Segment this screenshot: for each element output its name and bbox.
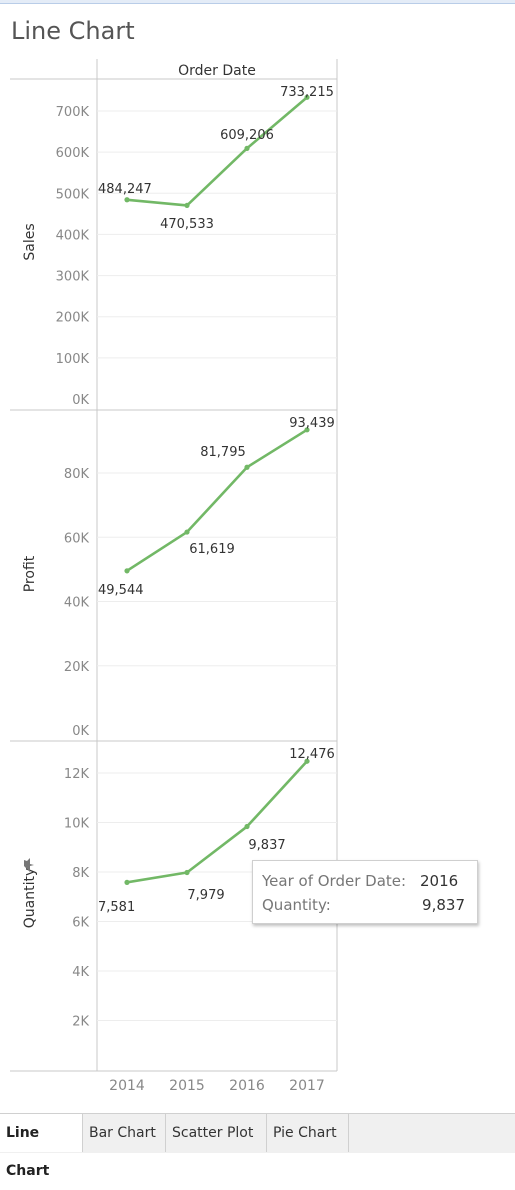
sales-tick-label: 300K bbox=[56, 270, 90, 285]
quantity-data-label: 7,979 bbox=[187, 888, 224, 903]
profit-tick-label: 40K bbox=[64, 596, 90, 611]
sales-data-label: 733,215 bbox=[280, 85, 334, 100]
sales-tick-label: 100K bbox=[56, 352, 90, 367]
sales-tick-label: 200K bbox=[56, 311, 90, 326]
profit-point bbox=[304, 427, 310, 433]
quantity-tick-label: 4K bbox=[72, 965, 89, 980]
quantity-axis-label: Quantity bbox=[22, 868, 38, 929]
quantity-tick-label: 8K bbox=[72, 866, 89, 881]
profit-data-label: 81,795 bbox=[200, 445, 246, 460]
quantity-point bbox=[244, 823, 250, 830]
quantity-tick-label: 6K bbox=[72, 916, 89, 931]
profit-point bbox=[124, 568, 130, 574]
sales-data-label: 484,247 bbox=[98, 182, 152, 197]
sales-tick-label: 500K bbox=[56, 187, 90, 202]
profit-axis-label: Profit bbox=[22, 555, 38, 592]
column-header-order-date: Order Date bbox=[178, 63, 256, 79]
sales-tick-label: 600K bbox=[56, 146, 90, 161]
quantity-point bbox=[124, 879, 130, 885]
pin-icon bbox=[24, 858, 34, 872]
sales-point bbox=[244, 145, 250, 151]
tab-pie-chart[interactable]: Pie Chart bbox=[267, 1114, 349, 1152]
sales-point bbox=[124, 197, 130, 203]
tooltip-key-year: Year of Order Date: bbox=[262, 872, 407, 890]
tooltip-value-quantity: 9,837 bbox=[422, 896, 465, 914]
sales-point bbox=[184, 202, 190, 209]
profit-data-label: 61,619 bbox=[189, 542, 235, 557]
quantity-point bbox=[184, 869, 190, 876]
sales-point bbox=[304, 94, 310, 100]
profit-point bbox=[244, 464, 250, 470]
sales-tick-label: 700K bbox=[56, 105, 90, 120]
tooltip-key-quantity: Quantity: bbox=[262, 896, 331, 914]
tooltip: Year of Order Date: 2016 Quantity: 9,837 bbox=[252, 860, 478, 924]
tooltip-value-year: 2016 bbox=[420, 872, 459, 890]
profit-series-line bbox=[126, 428, 308, 572]
tab-bar-chart[interactable]: Bar Chart bbox=[83, 1114, 166, 1152]
x-tick-label: 2017 bbox=[289, 1078, 325, 1094]
x-tick-label: 2016 bbox=[229, 1078, 265, 1094]
x-tick-label: 2015 bbox=[169, 1078, 205, 1094]
sales-axis-label: Sales bbox=[22, 223, 38, 260]
profit-tick-label: 0K bbox=[72, 724, 89, 739]
profit-tick-label: 60K bbox=[64, 531, 90, 546]
tab-scatter-plot[interactable]: Scatter Plot bbox=[166, 1114, 267, 1152]
quantity-tick-label: 2K bbox=[72, 1015, 89, 1030]
page-title: Line Chart bbox=[11, 17, 135, 45]
quantity-tick-label: 10K bbox=[64, 817, 90, 832]
profit-data-label: 49,544 bbox=[98, 583, 144, 598]
sales-data-label: 609,206 bbox=[220, 128, 274, 143]
quantity-point bbox=[304, 758, 310, 764]
sales-data-label: 470,533 bbox=[160, 217, 214, 232]
profit-data-label: 93,439 bbox=[289, 416, 335, 431]
sales-tick-label: 400K bbox=[56, 228, 90, 243]
quantity-data-label: 7,581 bbox=[98, 900, 135, 915]
profit-point bbox=[184, 529, 190, 535]
top-border bbox=[0, 0, 515, 4]
profit-tick-label: 20K bbox=[64, 660, 90, 675]
sales-series-line bbox=[126, 96, 308, 207]
line-chart: Order Date 0K 100K 200K 300K 400K 500K 600K 700K… bbox=[10, 59, 338, 1094]
quantity-data-label: 9,837 bbox=[248, 838, 285, 853]
quantity-series-line bbox=[126, 760, 308, 884]
quantity-tick-label: 12K bbox=[64, 767, 90, 782]
x-tick-label: 2014 bbox=[109, 1078, 145, 1094]
sheet-tab-bar: Line Chart Bar Chart Scatter Plot Pie Ch… bbox=[0, 1113, 515, 1179]
sales-tick-label: 0K bbox=[72, 393, 89, 408]
tab-line-chart[interactable]: Line Chart bbox=[0, 1114, 83, 1179]
quantity-data-label: 12,476 bbox=[289, 747, 335, 762]
profit-tick-label: 80K bbox=[64, 467, 90, 482]
